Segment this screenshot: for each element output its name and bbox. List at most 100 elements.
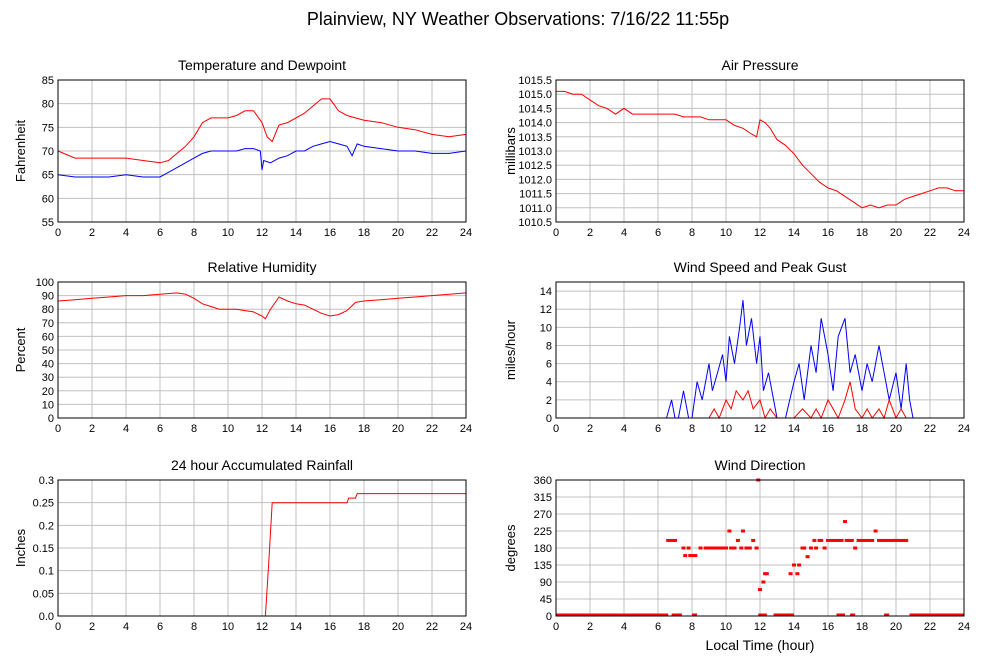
x-tick-label: 20 xyxy=(890,227,902,239)
y-tick-label: 1012.0 xyxy=(518,174,552,186)
data-point xyxy=(717,546,722,550)
series-line-0 xyxy=(57,292,467,320)
plot-frame xyxy=(57,79,467,223)
data-point xyxy=(739,546,744,550)
data-point xyxy=(870,538,875,542)
x-tick-label: 22 xyxy=(924,621,936,633)
data-point xyxy=(844,538,849,542)
x-tick-label: 8 xyxy=(689,423,695,435)
x-axis-label: Local Time (hour) xyxy=(706,637,815,653)
rainfall-chart: 0 2 4 6 8 10 12 14 16 18 20 22 240.00.050.10.150.20.… xyxy=(13,457,472,633)
x-tick-label: 20 xyxy=(392,423,404,435)
x-tick-label: 16 xyxy=(324,227,336,239)
x-tick-label: 4 xyxy=(621,227,627,239)
y-tick-label: 65 xyxy=(42,170,54,182)
data-point xyxy=(724,546,728,550)
data-point xyxy=(863,538,868,542)
x-tick-label: 0 xyxy=(55,423,61,435)
x-tick-label: 6 xyxy=(157,423,163,435)
x-tick-label: 24 xyxy=(460,423,472,435)
x-tick-label: 2 xyxy=(587,423,593,435)
y-tick-label: 50 xyxy=(42,345,54,357)
x-tick-label: 12 xyxy=(754,423,766,435)
x-tick-label: 2 xyxy=(89,227,95,239)
y-tick-label: 0.05 xyxy=(33,588,54,600)
panel-title: Air Pressure xyxy=(721,57,798,73)
y-axis-label: Percent xyxy=(13,327,28,372)
y-tick-label: 1011.0 xyxy=(519,203,552,215)
data-point xyxy=(792,563,796,567)
y-axis-label: millibars xyxy=(503,127,518,175)
x-tick-label: 14 xyxy=(788,621,800,633)
x-tick-label: 12 xyxy=(256,423,268,435)
data-point xyxy=(788,572,793,576)
data-point xyxy=(703,546,708,550)
x-tick-label: 0 xyxy=(553,621,559,633)
data-point xyxy=(727,529,732,533)
y-tick-label: 0 xyxy=(546,413,552,425)
x-tick-label: 4 xyxy=(123,423,129,435)
y-tick-label: 1015.0 xyxy=(518,89,552,101)
x-tick-label: 18 xyxy=(856,621,868,633)
x-tick-label: 16 xyxy=(822,227,834,239)
data-point xyxy=(802,546,807,550)
x-tick-label: 18 xyxy=(856,423,868,435)
y-tick-label: 1014.5 xyxy=(518,103,552,115)
y-tick-label: 14 xyxy=(540,286,552,298)
plot-frame xyxy=(57,281,467,419)
y-tick-label: 0.2 xyxy=(39,520,54,532)
x-tick-label: 8 xyxy=(191,227,197,239)
x-tick-label: 12 xyxy=(754,621,766,633)
y-tick-label: 70 xyxy=(42,318,54,330)
x-tick-label: 18 xyxy=(358,621,370,633)
data-point xyxy=(686,546,691,550)
x-tick-label: 0 xyxy=(553,423,559,435)
y-tick-label: 0.15 xyxy=(33,543,54,555)
y-tick-label: 360 xyxy=(534,475,552,487)
y-tick-label: 0.1 xyxy=(39,566,54,578)
y-tick-label: 135 xyxy=(534,560,552,572)
y-tick-label: 0.3 xyxy=(39,475,54,487)
plot-frame xyxy=(555,479,965,617)
x-tick-label: 0 xyxy=(55,227,61,239)
x-tick-label: 16 xyxy=(324,621,336,633)
y-tick-label: 4 xyxy=(546,377,552,389)
data-point xyxy=(839,538,844,542)
x-tick-label: 14 xyxy=(788,423,800,435)
relative-humidity-chart: 0 2 4 6 8 10 12 14 16 18 20 22 240102030405060708090… xyxy=(13,259,472,435)
data-point xyxy=(795,572,800,576)
x-tick-label: 18 xyxy=(856,227,868,239)
y-tick-label: 0 xyxy=(48,413,54,425)
y-tick-label: 0.0 xyxy=(39,611,54,623)
series-line-0 xyxy=(57,98,467,164)
y-tick-label: 70 xyxy=(42,146,54,158)
data-point xyxy=(856,538,861,542)
x-tick-label: 12 xyxy=(754,227,766,239)
x-tick-label: 20 xyxy=(890,423,902,435)
y-tick-label: 1011.5 xyxy=(519,189,552,201)
x-tick-label: 4 xyxy=(621,621,627,633)
panel-title: Temperature and Dewpoint xyxy=(178,57,346,73)
data-point xyxy=(751,538,756,542)
x-tick-label: 8 xyxy=(191,621,197,633)
data-point xyxy=(669,538,674,542)
x-tick-label: 22 xyxy=(924,227,936,239)
series-line-0 xyxy=(556,90,964,209)
plot-frame xyxy=(57,479,467,617)
y-tick-label: 45 xyxy=(540,594,552,606)
series-line-0 xyxy=(58,493,466,617)
data-point xyxy=(744,546,749,550)
y-tick-label: 75 xyxy=(42,122,54,134)
x-tick-label: 14 xyxy=(290,227,302,239)
x-tick-label: 22 xyxy=(426,423,438,435)
figure-title: Plainview, NY Weather Observations: 7/16… xyxy=(307,9,729,29)
x-tick-label: 12 xyxy=(256,227,268,239)
data-point xyxy=(747,546,752,550)
y-tick-label: 100 xyxy=(36,277,54,289)
data-point xyxy=(836,538,841,542)
y-tick-label: 90 xyxy=(540,577,552,589)
x-tick-label: 6 xyxy=(157,621,163,633)
y-tick-label: 12 xyxy=(540,304,552,316)
data-point xyxy=(681,546,686,550)
data-point xyxy=(812,538,817,542)
